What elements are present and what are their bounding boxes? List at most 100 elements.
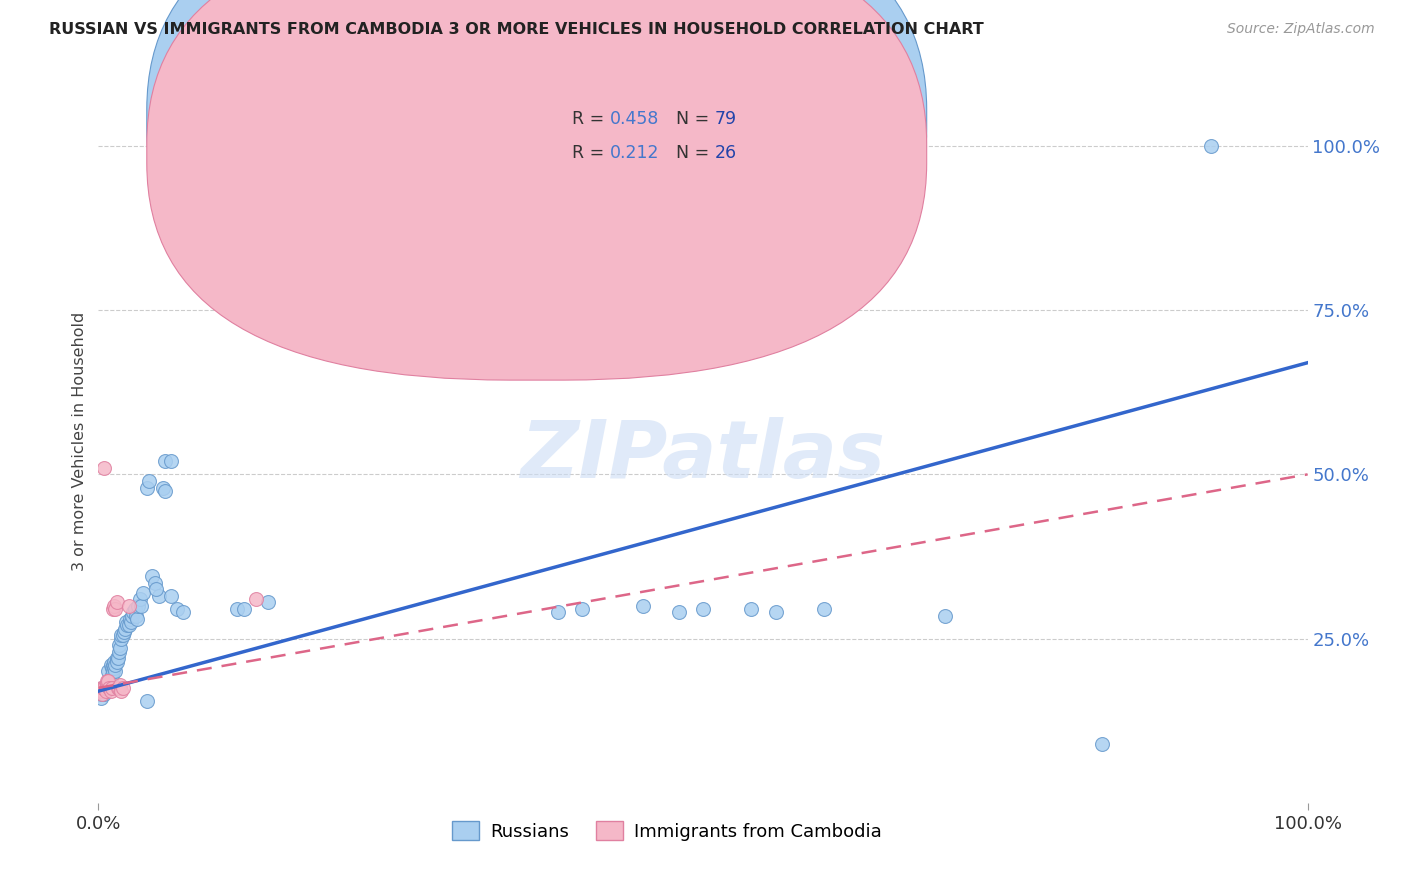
Point	[96, 677, 118, 691]
Point	[226, 602, 249, 616]
Point	[94, 681, 117, 695]
Point	[98, 681, 121, 695]
Point	[127, 612, 149, 626]
Point	[108, 645, 131, 659]
Point	[105, 655, 128, 669]
Point	[115, 615, 138, 630]
Point	[98, 674, 121, 689]
Point	[105, 595, 128, 609]
Point	[101, 657, 124, 672]
Point	[110, 684, 132, 698]
Point	[105, 651, 128, 665]
Point	[122, 605, 145, 619]
Point	[160, 589, 183, 603]
Point	[100, 684, 122, 698]
Point	[245, 592, 267, 607]
Point	[121, 608, 143, 623]
Point	[129, 599, 152, 613]
Point	[132, 585, 155, 599]
Point	[93, 681, 115, 695]
Point	[93, 684, 115, 698]
Point	[125, 608, 148, 623]
Point	[101, 665, 124, 679]
Point	[91, 681, 114, 695]
Point	[108, 681, 131, 695]
Point	[145, 582, 167, 597]
Point	[114, 622, 136, 636]
Point	[124, 602, 146, 616]
Point	[127, 599, 149, 613]
Point	[107, 651, 129, 665]
Point	[111, 628, 134, 642]
Point	[141, 569, 163, 583]
Point	[934, 608, 956, 623]
Text: Source: ZipAtlas.com: Source: ZipAtlas.com	[1227, 22, 1375, 37]
Point	[103, 655, 125, 669]
Point	[90, 690, 112, 705]
Point	[111, 681, 134, 695]
Point	[107, 681, 129, 695]
Point	[118, 612, 141, 626]
Point	[108, 677, 131, 691]
Point	[91, 684, 114, 698]
Legend: Russians, Immigrants from Cambodia: Russians, Immigrants from Cambodia	[441, 811, 893, 852]
Point	[94, 681, 117, 695]
Point	[103, 599, 125, 613]
Point	[93, 460, 115, 475]
Point	[91, 681, 114, 695]
Text: 26: 26	[716, 145, 737, 162]
Point	[104, 657, 127, 672]
Point	[118, 599, 141, 613]
Point	[108, 641, 131, 656]
Point	[98, 681, 121, 695]
Point	[91, 681, 114, 695]
Point	[765, 605, 787, 619]
Y-axis label: 3 or more Vehicles in Household: 3 or more Vehicles in Household	[72, 312, 87, 571]
Point	[1199, 139, 1222, 153]
Point	[89, 684, 111, 698]
Point	[172, 605, 194, 619]
FancyBboxPatch shape	[485, 95, 824, 193]
Point	[91, 687, 114, 701]
Point	[104, 665, 127, 679]
Point	[100, 671, 122, 685]
Point	[103, 661, 125, 675]
Text: RUSSIAN VS IMMIGRANTS FROM CAMBODIA 3 OR MORE VEHICLES IN HOUSEHOLD CORRELATION : RUSSIAN VS IMMIGRANTS FROM CAMBODIA 3 OR…	[49, 22, 984, 37]
Point	[1091, 737, 1114, 751]
Text: N =: N =	[676, 111, 716, 128]
Point	[108, 638, 131, 652]
Text: N =: N =	[676, 145, 716, 162]
Point	[135, 481, 157, 495]
Point	[96, 677, 118, 691]
Text: R =: R =	[572, 145, 610, 162]
Point	[631, 599, 654, 613]
Point	[160, 454, 183, 468]
Point	[100, 657, 122, 672]
Point	[90, 681, 112, 695]
Point	[120, 615, 142, 630]
Point	[232, 602, 254, 616]
Point	[100, 661, 122, 675]
Point	[96, 681, 118, 695]
Point	[153, 454, 176, 468]
Point	[166, 602, 188, 616]
Point	[91, 687, 114, 701]
Point	[117, 618, 139, 632]
Text: 0.212: 0.212	[610, 145, 659, 162]
Text: ZIPatlas: ZIPatlas	[520, 417, 886, 495]
Point	[692, 602, 714, 616]
Point	[89, 687, 111, 701]
Point	[97, 665, 120, 679]
Point	[100, 681, 122, 695]
Point	[101, 602, 124, 616]
Point	[91, 684, 114, 698]
Point	[110, 628, 132, 642]
Point	[110, 632, 132, 646]
Text: 0.458: 0.458	[610, 111, 659, 128]
Point	[112, 625, 135, 640]
Point	[153, 483, 176, 498]
Point	[152, 481, 174, 495]
Text: R =: R =	[572, 111, 610, 128]
Point	[547, 605, 569, 619]
Point	[94, 684, 117, 698]
